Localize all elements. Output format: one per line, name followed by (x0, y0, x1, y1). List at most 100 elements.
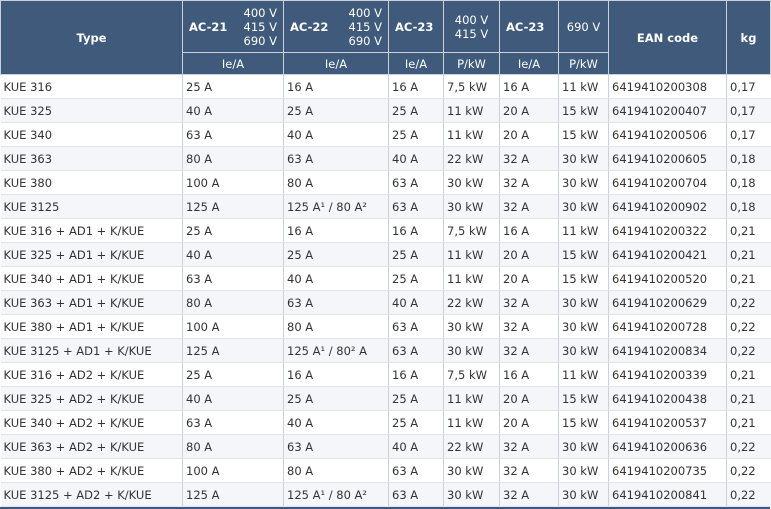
cell-ean: 6419410200902 (608, 194, 727, 219)
cell-kg: 0,22 (726, 290, 771, 315)
unit-p690: P/kW (558, 52, 609, 75)
cell-ac23: 16 A (388, 74, 444, 99)
cell-ac21: 125 A (182, 482, 284, 507)
cell-ac22: 16 A (283, 74, 389, 99)
cell-ac21: 25 A (182, 74, 284, 99)
table-row: KUE 340 + AD2 + K/KUE 63 A 40 A 25 A 11 kW 20… (0, 410, 771, 435)
cell-ean: 6419410200438 (608, 386, 727, 411)
cell-p400: 30 kW (443, 458, 500, 483)
cell-kg: 0,22 (726, 434, 771, 459)
unit-p400: P/kW (443, 52, 500, 75)
table-row: KUE 316 + AD1 + K/KUE 25 A 16 A 16 A 7,5 kW 1… (0, 218, 771, 243)
header-ac21: AC-21 400 V 415 V 690 V (182, 0, 284, 53)
cell-p690: 15 kW (558, 266, 609, 291)
cell-kg: 0,21 (726, 386, 771, 411)
cell-ac21: 100 A (182, 170, 284, 195)
cell-ac21: 80 A (182, 146, 284, 171)
cell-kg: 0,21 (726, 266, 771, 291)
cell-ean: 6419410200322 (608, 218, 727, 243)
cell-ac21: 80 A (182, 290, 284, 315)
cell-kg: 0,22 (726, 338, 771, 363)
cell-ac22: 40 A (283, 266, 389, 291)
cell-kg: 0,21 (726, 410, 771, 435)
voltage-690: 690 V (243, 33, 277, 48)
unit-ac23: Ie/A (388, 52, 444, 75)
cell-type: KUE 316 + AD1 + K/KUE (0, 218, 183, 243)
cell-ac22: 80 A (283, 458, 389, 483)
cell-ean: 6419410200704 (608, 170, 727, 195)
cell-ean: 6419410200506 (608, 122, 727, 147)
cell-ean: 6419410200841 (608, 482, 727, 507)
voltage-415: 415 V (454, 26, 489, 41)
header-ac23: AC-23 (388, 0, 444, 53)
cell-ac22: 16 A (283, 362, 389, 387)
cell-kg: 0,17 (726, 74, 771, 99)
table-row: KUE 380 100 A 80 A 63 A 30 kW 32 A 30 kW 641941… (0, 170, 771, 195)
cell-ean: 6419410200520 (608, 266, 727, 291)
cell-p690: 11 kW (558, 362, 609, 387)
cell-type: KUE 325 + AD2 + K/KUE (0, 386, 183, 411)
table-row: KUE 316 + AD2 + K/KUE 25 A 16 A 16 A 7,5 kW 1… (0, 362, 771, 387)
voltage-400: 400 V (243, 5, 277, 20)
table-row: KUE 340 + AD1 + K/KUE 63 A 40 A 25 A 11 kW 20… (0, 266, 771, 291)
cell-ac23: 63 A (388, 314, 444, 339)
cell-p690: 15 kW (558, 98, 609, 123)
cell-p400: 11 kW (443, 410, 500, 435)
cell-ean: 6419410200421 (608, 242, 727, 267)
cell-ac21: 125 A (182, 338, 284, 363)
cell-ac22: 80 A (283, 170, 389, 195)
cell-kg: 0,17 (726, 98, 771, 123)
cell-p400: 22 kW (443, 146, 500, 171)
table-header: Type AC-21 400 V 415 V 690 V AC-22 400 V (0, 0, 771, 75)
header-ean: EAN code (608, 0, 727, 75)
cell-ac23b: 32 A (499, 338, 559, 363)
cell-ean: 6419410200308 (608, 74, 727, 99)
cell-ac23b: 32 A (499, 290, 559, 315)
cell-type: KUE 380 + AD1 + K/KUE (0, 314, 183, 339)
voltage-400: 400 V (348, 5, 382, 20)
cell-ac23b: 32 A (499, 314, 559, 339)
header-ac21-voltages: 400 V 415 V 690 V (244, 6, 277, 48)
cell-kg: 0,18 (726, 146, 771, 171)
cell-ac21: 63 A (182, 122, 284, 147)
cell-ac22: 25 A (283, 242, 389, 267)
cell-ac21: 100 A (182, 458, 284, 483)
cell-p690: 15 kW (558, 410, 609, 435)
table-row: KUE 3125 + AD1 + K/KUE 125 A 125 A¹ / 80² … (0, 338, 771, 363)
cell-ac22: 63 A (283, 434, 389, 459)
cell-ac23b: 32 A (499, 434, 559, 459)
cell-ean: 6419410200728 (608, 314, 727, 339)
table-row: KUE 3125 + AD2 + K/KUE 125 A 125 A¹ / 80 A… (0, 482, 771, 507)
cell-ac23: 25 A (388, 410, 444, 435)
cell-p690: 30 kW (558, 458, 609, 483)
cell-p400: 7,5 kW (443, 218, 500, 243)
table-bottom-border (0, 507, 770, 509)
cell-p400: 30 kW (443, 338, 500, 363)
table-row: KUE 325 + AD1 + K/KUE 40 A 25 A 25 A 11 kW 20… (0, 242, 771, 267)
cell-ac23b: 16 A (499, 362, 559, 387)
cell-ac22: 16 A (283, 218, 389, 243)
cell-p400: 11 kW (443, 122, 500, 147)
cell-p690: 30 kW (558, 194, 609, 219)
header-type: Type (0, 0, 183, 75)
header-ac23b: AC-23 (499, 0, 559, 53)
cell-p690: 30 kW (558, 290, 609, 315)
voltage-690: 690 V (348, 33, 382, 48)
unit-ac22: Ie/A (283, 52, 389, 75)
cell-ac22: 80 A (283, 314, 389, 339)
cell-ac23: 63 A (388, 170, 444, 195)
cell-ac23: 25 A (388, 266, 444, 291)
cell-ean: 6419410200834 (608, 338, 727, 363)
cell-p400: 7,5 kW (443, 74, 500, 99)
cell-ac21: 80 A (182, 434, 284, 459)
table-row: KUE 3125 125 A 125 A¹ / 80 A² 63 A 30 kW 32 A… (0, 194, 771, 219)
cell-p690: 11 kW (558, 74, 609, 99)
header-ac22-label: AC-22 (290, 19, 329, 34)
table-row: KUE 325 40 A 25 A 25 A 11 kW 20 A 15 kW 6419410… (0, 98, 771, 123)
table-row: KUE 325 + AD2 + K/KUE 40 A 25 A 25 A 11 kW 20… (0, 386, 771, 411)
table-row: KUE 316 25 A 16 A 16 A 7,5 kW 16 A 11 kW 641941… (0, 74, 771, 99)
cell-p400: 30 kW (443, 314, 500, 339)
cell-ac23b: 20 A (499, 410, 559, 435)
cell-p400: 11 kW (443, 242, 500, 267)
